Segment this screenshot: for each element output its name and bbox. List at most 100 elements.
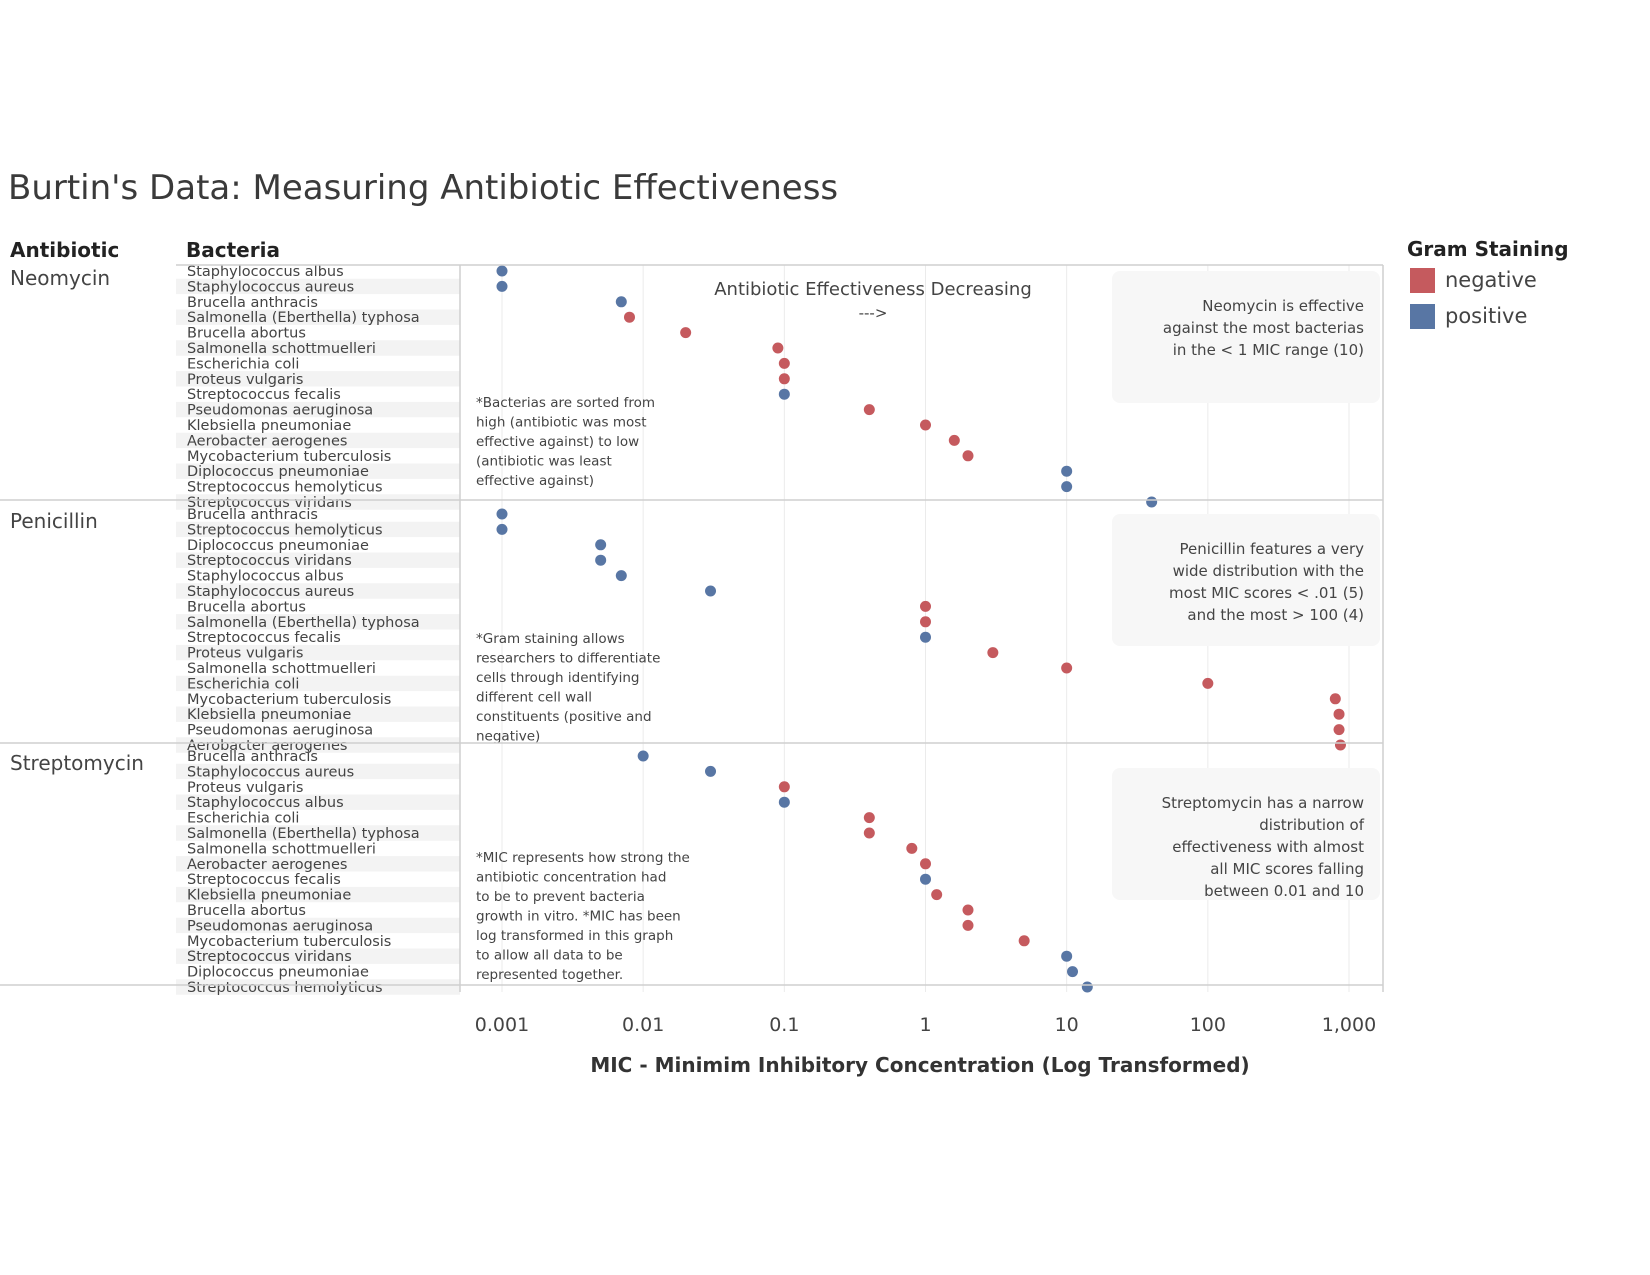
bacteria-label: Streptococcus viridans — [187, 495, 352, 511]
data-point[interactable] — [863, 404, 875, 416]
bacteria-label: Staphylococcus albus — [187, 264, 344, 280]
bacteria-label: Diplococcus pneumoniae — [187, 538, 369, 554]
data-point[interactable] — [615, 570, 627, 582]
data-point[interactable] — [623, 311, 635, 323]
data-point[interactable] — [906, 842, 918, 854]
row-stripe — [176, 706, 460, 722]
data-point[interactable] — [1333, 708, 1345, 720]
data-point[interactable] — [863, 812, 875, 824]
data-point[interactable] — [987, 647, 999, 659]
row-stripe — [176, 886, 460, 903]
data-point[interactable] — [772, 342, 784, 354]
effectiveness-arrow: ---> — [859, 304, 888, 322]
data-point[interactable] — [1333, 724, 1345, 736]
data-point[interactable] — [863, 827, 875, 839]
data-point[interactable] — [1146, 496, 1158, 508]
bacteria-label: Aerobacter aerogenes — [187, 857, 347, 873]
row-stripe — [176, 644, 460, 661]
side-note: *Bacterias are sorted from high (antibiot… — [476, 395, 655, 489]
row-stripe — [176, 521, 460, 538]
x-tick-label: 10 — [1055, 1014, 1079, 1036]
data-point[interactable] — [1329, 693, 1341, 705]
data-point[interactable] — [496, 280, 508, 292]
x-tick-label: 100 — [1190, 1014, 1226, 1036]
data-point[interactable] — [962, 904, 974, 916]
row-stripe — [176, 856, 460, 872]
data-point[interactable] — [948, 434, 960, 446]
data-point[interactable] — [1081, 981, 1093, 993]
data-point[interactable] — [778, 781, 790, 793]
data-point[interactable] — [1061, 465, 1073, 477]
data-point[interactable] — [680, 327, 692, 339]
bacteria-label: Pseudomonas aeruginosa — [187, 723, 373, 739]
annotation-box — [1112, 768, 1380, 900]
data-point[interactable] — [920, 600, 931, 612]
legend-label-positive: positive — [1445, 304, 1528, 328]
bacteria-label: Salmonella schottmuelleri — [187, 841, 376, 857]
data-point[interactable] — [496, 265, 508, 277]
data-point[interactable] — [920, 631, 931, 643]
data-point[interactable] — [496, 523, 508, 535]
bacteria-label: Streptococcus hemolyticus — [187, 522, 383, 538]
data-point[interactable] — [920, 873, 931, 885]
bacteria-label: Proteus vulgaris — [187, 372, 303, 388]
row-stripe — [176, 675, 460, 692]
annotation-note: Neomycin is effective against the most ba… — [1163, 297, 1364, 359]
row-stripe — [176, 432, 460, 449]
bacteria-label: Mycobacterium tuberculosis — [187, 449, 391, 465]
data-point[interactable] — [637, 750, 649, 762]
bacteria-label: Staphylococcus aureus — [187, 279, 354, 295]
annotation-box — [1112, 514, 1380, 646]
data-point[interactable] — [962, 450, 974, 462]
bacteria-label: Streptococcus hemolyticus — [187, 480, 383, 496]
data-point[interactable] — [1018, 935, 1030, 947]
legend-item-negative[interactable]: negative — [1410, 267, 1537, 293]
data-point[interactable] — [595, 554, 607, 566]
row-stripe — [176, 979, 460, 995]
data-point[interactable] — [1334, 739, 1346, 751]
data-point[interactable] — [920, 858, 931, 870]
bacteria-label: Diplococcus pneumoniae — [187, 965, 369, 981]
bacteria-label: Staphylococcus aureus — [187, 584, 354, 600]
data-point[interactable] — [1067, 966, 1079, 978]
data-point[interactable] — [1061, 481, 1073, 493]
row-stripe — [176, 825, 460, 841]
data-point[interactable] — [705, 765, 717, 777]
data-point[interactable] — [920, 616, 931, 628]
legend-title: Gram Staining — [1407, 237, 1569, 261]
bacteria-column-header: Bacteria — [186, 238, 280, 262]
antibiotic-label: Streptomycin — [10, 751, 144, 775]
legend-item-positive[interactable]: positive — [1410, 303, 1527, 329]
bacteria-label: Klebsiella pneumoniae — [187, 418, 351, 434]
data-point[interactable] — [931, 889, 943, 901]
row-stripe — [176, 371, 460, 387]
data-point[interactable] — [1061, 950, 1073, 962]
data-point[interactable] — [496, 508, 508, 520]
data-point[interactable] — [1202, 677, 1214, 689]
data-point[interactable] — [595, 539, 607, 551]
data-point[interactable] — [778, 796, 790, 808]
bacteria-label: Streptococcus viridans — [187, 949, 352, 965]
data-point[interactable] — [615, 296, 627, 308]
annotation-note: Penicillin features a very wide distribut… — [1169, 540, 1364, 624]
bacteria-label: Streptococcus viridans — [187, 553, 352, 569]
bacteria-label: Aerobacter aerogenes — [187, 433, 347, 449]
data-point[interactable] — [962, 919, 974, 931]
row-stripe — [176, 401, 460, 418]
row-stripe — [176, 737, 460, 753]
bacteria-label: Salmonella (Eberthella) typhosa — [187, 615, 420, 631]
data-point[interactable] — [778, 388, 790, 400]
data-point[interactable] — [778, 373, 790, 385]
antibiotic-label: Penicillin — [10, 509, 98, 533]
row-stripe — [176, 463, 460, 479]
side-note: *MIC represents how strong the antibiotic… — [476, 850, 690, 983]
bacteria-label: Salmonella (Eberthella) typhosa — [187, 310, 420, 326]
row-stripe — [176, 278, 460, 295]
data-point[interactable] — [705, 585, 717, 597]
bacteria-label: Proteus vulgaris — [187, 780, 303, 796]
bacteria-label: Brucella abortus — [187, 326, 306, 342]
data-point[interactable] — [920, 419, 931, 431]
data-point[interactable] — [778, 357, 790, 369]
data-point[interactable] — [1061, 662, 1073, 674]
